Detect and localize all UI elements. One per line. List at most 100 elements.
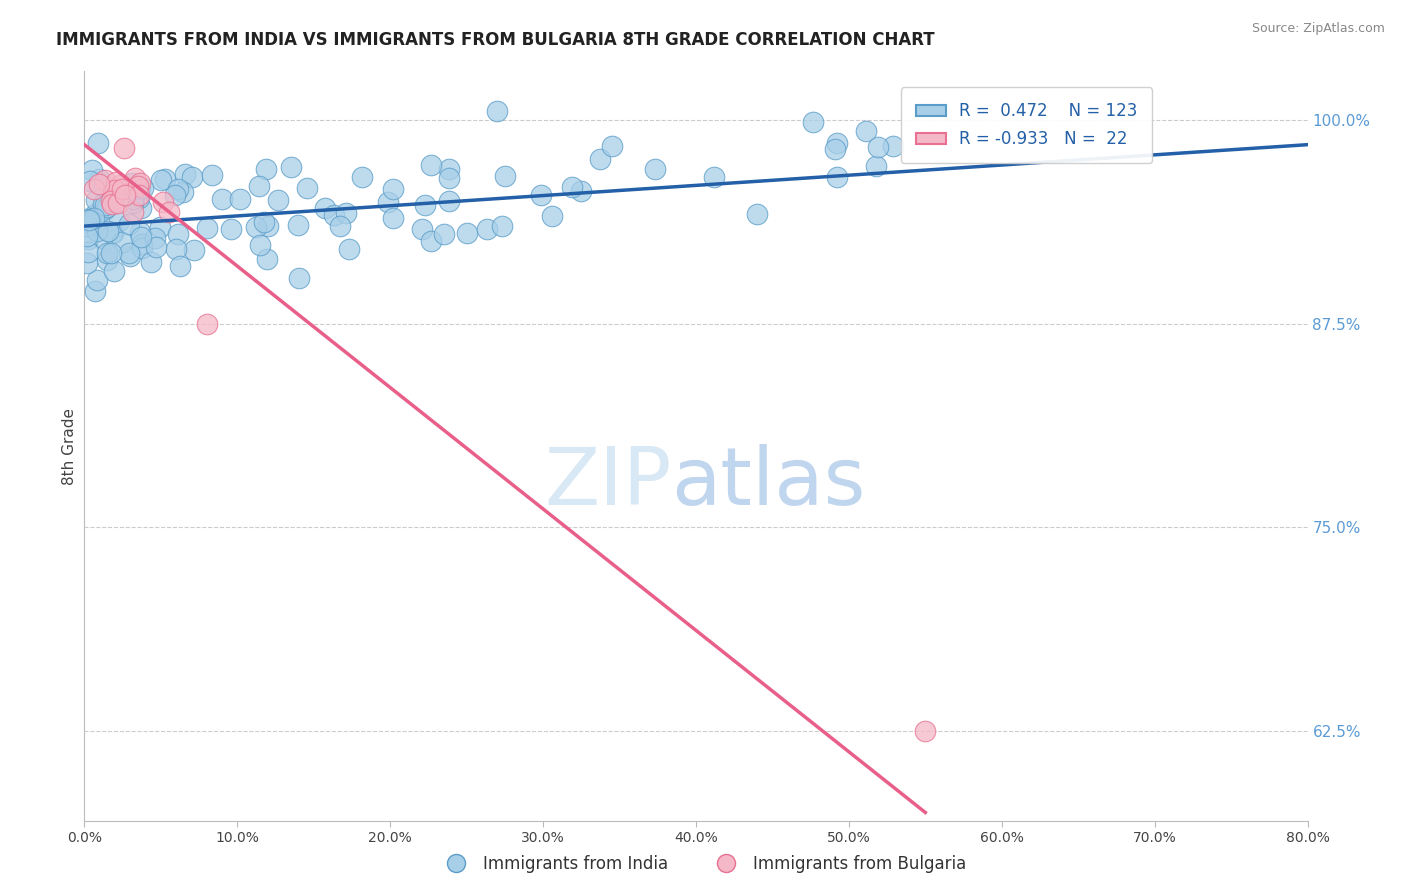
Point — [96, 252, 118, 267]
Point — [145, 239, 167, 253]
Point — [569, 185, 592, 199]
Point — [83, 211, 105, 226]
Text: Source: ZipAtlas.com: Source: ZipAtlas.com — [1251, 22, 1385, 36]
Point — [82, 163, 104, 178]
Point — [108, 213, 131, 227]
Point — [280, 160, 302, 174]
Point — [117, 217, 139, 231]
Point — [183, 243, 205, 257]
Point — [77, 213, 100, 227]
Point — [865, 159, 887, 173]
Point — [167, 227, 190, 241]
Legend: Immigrants from India, Immigrants from Bulgaria: Immigrants from India, Immigrants from B… — [433, 848, 973, 880]
Point — [437, 194, 460, 209]
Point — [475, 221, 498, 235]
Point — [128, 191, 150, 205]
Point — [76, 219, 98, 233]
Text: IMMIGRANTS FROM INDIA VS IMMIGRANTS FROM BULGARIA 8TH GRADE CORRELATION CHART: IMMIGRANTS FROM INDIA VS IMMIGRANTS FROM… — [56, 31, 935, 49]
Point — [79, 216, 101, 230]
Point — [541, 209, 564, 223]
Point — [108, 186, 131, 201]
Point — [437, 170, 460, 185]
Point — [211, 192, 233, 206]
Point — [93, 197, 115, 211]
Point — [131, 241, 153, 255]
Point — [827, 136, 849, 151]
Y-axis label: 8th Grade: 8th Grade — [62, 408, 77, 484]
Point — [381, 211, 404, 225]
Point — [110, 235, 132, 250]
Point — [219, 221, 242, 235]
Point — [100, 194, 122, 209]
Point — [129, 181, 152, 195]
Point — [143, 230, 166, 244]
Point — [247, 179, 270, 194]
Point — [167, 182, 190, 196]
Point — [181, 169, 204, 184]
Point — [323, 208, 346, 222]
Point — [101, 185, 124, 199]
Point — [114, 188, 136, 202]
Point — [128, 187, 150, 202]
Point — [420, 157, 443, 171]
Point — [165, 242, 187, 256]
Point — [87, 207, 110, 221]
Point — [129, 176, 152, 190]
Point — [855, 124, 877, 138]
Point — [703, 170, 725, 185]
Point — [83, 285, 105, 299]
Point — [101, 197, 124, 211]
Point — [111, 182, 134, 196]
Point — [866, 140, 889, 154]
Point — [91, 196, 114, 211]
Point — [153, 172, 176, 186]
Point — [157, 204, 180, 219]
Point — [169, 259, 191, 273]
Point — [433, 227, 456, 242]
Point — [118, 246, 141, 260]
Point — [529, 188, 551, 202]
Point — [110, 178, 132, 192]
Point — [377, 194, 399, 209]
Point — [485, 103, 508, 118]
Point — [86, 273, 108, 287]
Point — [249, 238, 271, 252]
Point — [76, 211, 98, 226]
Point — [121, 195, 143, 210]
Point — [914, 724, 936, 739]
Point — [83, 181, 105, 195]
Point — [76, 256, 98, 270]
Point — [121, 205, 143, 219]
Point — [149, 219, 172, 234]
Point — [77, 232, 100, 246]
Point — [131, 236, 153, 251]
Point — [561, 180, 583, 194]
Point — [163, 188, 186, 202]
Point — [101, 226, 124, 240]
Point — [86, 136, 108, 150]
Point — [287, 218, 309, 232]
Point — [84, 193, 107, 207]
Text: atlas: atlas — [672, 444, 866, 523]
Point — [195, 317, 218, 331]
Point — [149, 173, 172, 187]
Point — [121, 192, 143, 206]
Point — [254, 162, 277, 177]
Point — [94, 232, 117, 246]
Point — [335, 206, 357, 220]
Point — [437, 161, 460, 176]
Point — [101, 226, 124, 240]
Point — [86, 223, 108, 237]
Point — [132, 181, 155, 195]
Point — [456, 226, 478, 240]
Point — [253, 215, 276, 229]
Point — [139, 254, 162, 268]
Point — [83, 219, 105, 233]
Point — [413, 198, 436, 212]
Point — [112, 141, 135, 155]
Point — [747, 207, 769, 221]
Point — [257, 219, 280, 234]
Point — [245, 219, 267, 234]
Point — [201, 168, 224, 182]
Point — [129, 225, 152, 239]
